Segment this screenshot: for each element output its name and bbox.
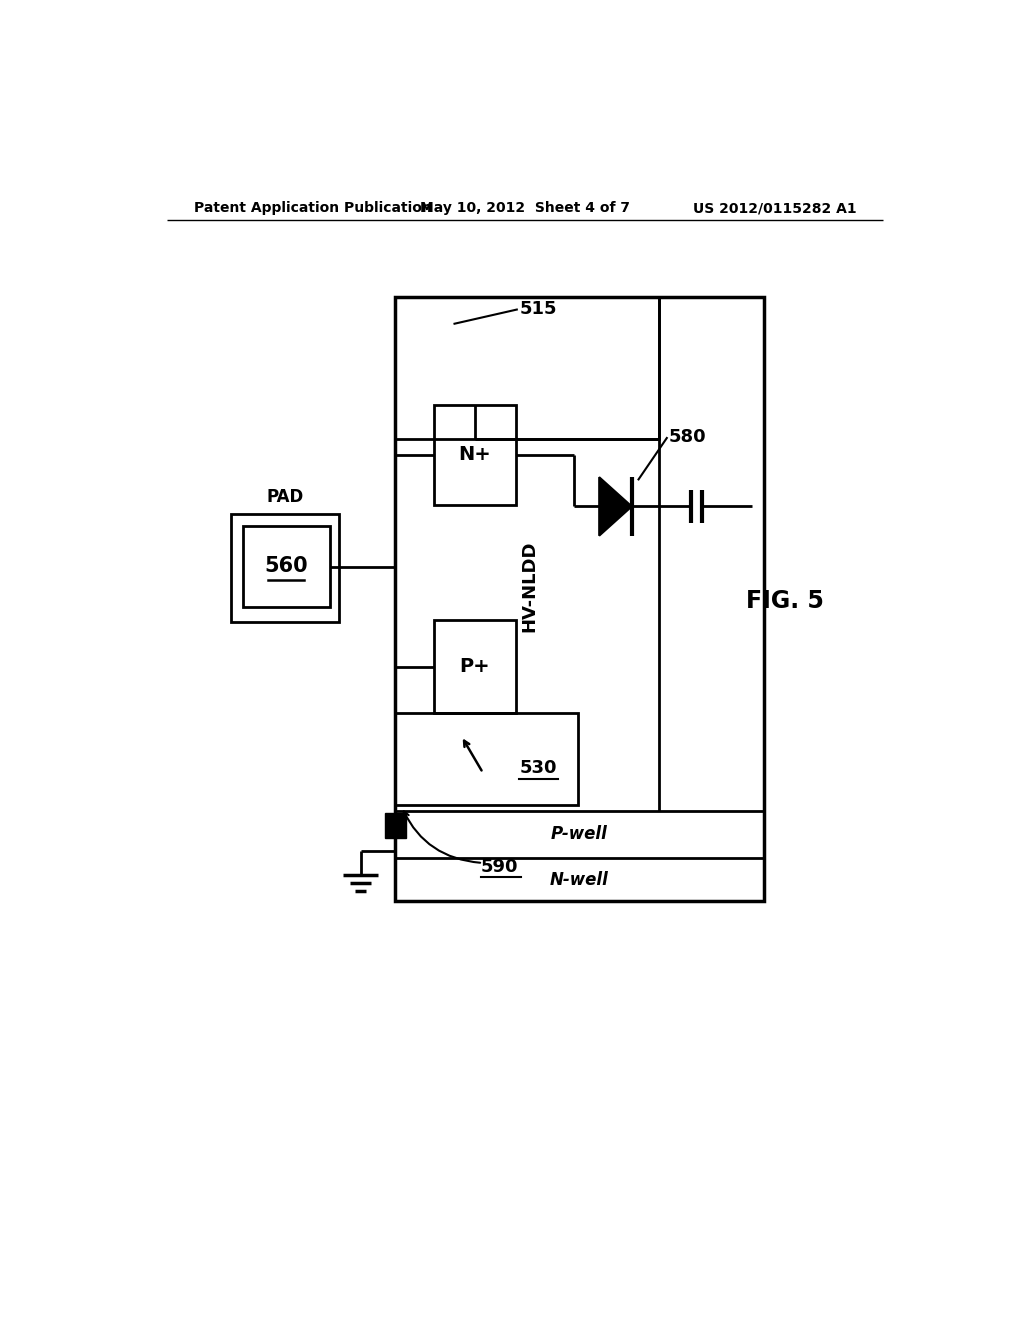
Bar — [231, 515, 339, 622]
Bar — [395, 297, 658, 440]
Text: Patent Application Publication: Patent Application Publication — [194, 202, 432, 215]
Text: N+: N+ — [459, 445, 492, 465]
Bar — [395, 713, 578, 805]
Text: 580: 580 — [669, 428, 707, 446]
Text: HV-NLDD: HV-NLDD — [520, 540, 539, 631]
Text: 560: 560 — [264, 557, 308, 577]
Text: N-well: N-well — [550, 870, 609, 888]
Text: US 2012/0115282 A1: US 2012/0115282 A1 — [693, 202, 856, 215]
Text: May 10, 2012  Sheet 4 of 7: May 10, 2012 Sheet 4 of 7 — [420, 202, 630, 215]
Bar — [243, 527, 330, 607]
Text: P-well: P-well — [551, 825, 608, 843]
Text: 515: 515 — [519, 301, 557, 318]
Text: P+: P+ — [460, 657, 490, 676]
Text: FIG. 5: FIG. 5 — [746, 589, 824, 614]
Bar — [434, 620, 515, 713]
Text: PAD: PAD — [266, 488, 303, 506]
Bar — [395, 297, 764, 902]
Polygon shape — [599, 478, 632, 536]
Bar — [385, 813, 407, 838]
Bar — [434, 405, 515, 506]
Text: 590: 590 — [480, 858, 518, 875]
Text: 530: 530 — [519, 759, 557, 777]
